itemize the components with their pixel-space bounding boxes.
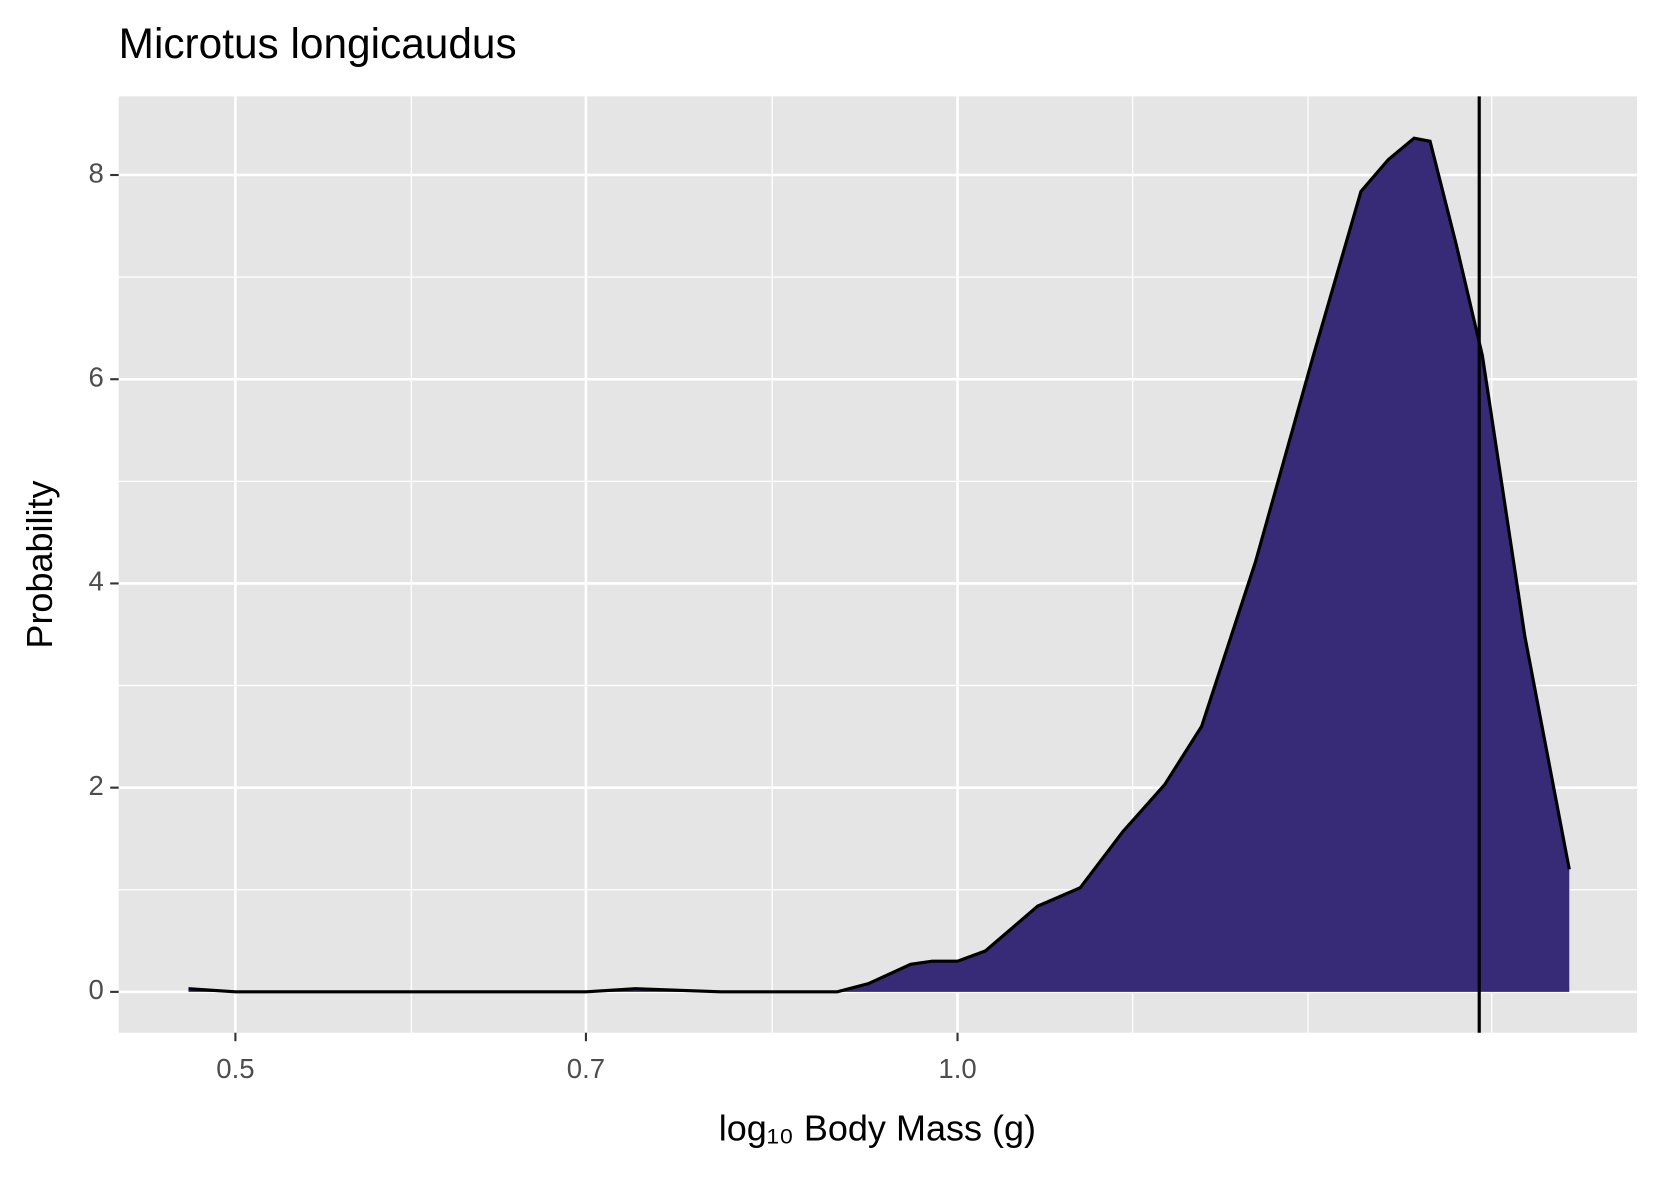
x-tick-label: 0.7 [567, 1053, 605, 1084]
x-tick-label: 1.0 [938, 1053, 976, 1084]
y-tick-label: 0 [89, 974, 104, 1005]
y-axis-title: Probability [19, 481, 60, 649]
density-line [188, 136, 1571, 994]
y-tick-label: 6 [89, 362, 104, 393]
y-tick-label: 2 [89, 770, 104, 801]
y-tick-label: 4 [89, 566, 104, 597]
chart-title: Microtus longicaudus [119, 20, 517, 67]
x-axis-title: log₁₀ Body Mass (g) [719, 1108, 1036, 1149]
x-tick-label: 0.5 [216, 1053, 254, 1084]
y-tick-label: 8 [89, 157, 104, 188]
density-area [188, 138, 1570, 992]
